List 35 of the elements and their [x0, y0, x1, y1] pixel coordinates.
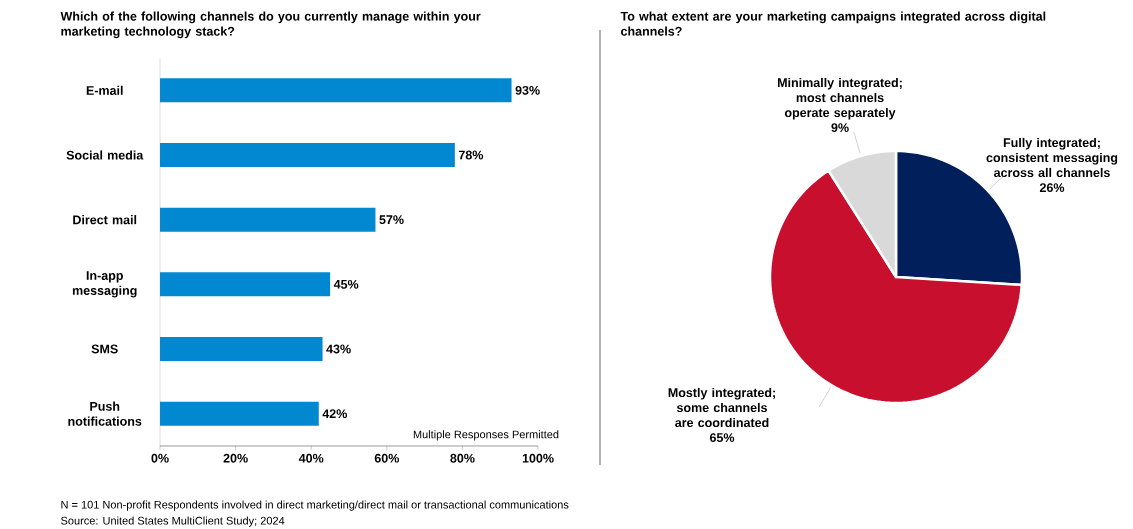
- text: N = 101 Non-profit Respondents involved in direct marketing/direct mail or transactional communications: [61, 500, 569, 511]
- bar: [160, 336, 323, 361]
- bar: [160, 272, 331, 297]
- data-label: 9%: [831, 123, 849, 133]
- y-tick-label: E-mail: [86, 85, 123, 95]
- bar: [160, 207, 376, 232]
- bar: [160, 401, 319, 426]
- x-tick-label: 20%: [223, 453, 248, 463]
- data-label: 45%: [333, 279, 359, 289]
- data-label: 43%: [326, 344, 351, 354]
- x-tick-label: 40%: [298, 453, 324, 463]
- y-tick-label: Direct mail: [73, 215, 137, 225]
- chart-title: To what extent are your marketing campaigns integrated across digital channels?: [620, 11, 1046, 36]
- data-label: 93%: [515, 85, 540, 95]
- data-label: 65%: [709, 433, 735, 443]
- y-tick-label: In-app messaging: [72, 271, 137, 298]
- data-label: 42%: [322, 409, 347, 419]
- x-tick-label: 100%: [522, 453, 554, 463]
- data-label: 57%: [379, 215, 404, 225]
- slice-label: Fully integrated; consistent messaging across all channels: [986, 137, 1118, 178]
- y-tick-label: SMS: [91, 344, 118, 354]
- x-tick-label: 80%: [450, 453, 475, 463]
- y-tick-label: Push notifications: [68, 401, 142, 426]
- annotation: Multiple Responses Permitted: [413, 430, 559, 441]
- data-label: 26%: [1039, 183, 1065, 193]
- slice-label: Mostly integrated; some channels are coordinated: [668, 387, 775, 428]
- data-label: 78%: [458, 150, 484, 160]
- y-tick-label: Social media: [66, 150, 144, 160]
- bar: [160, 143, 455, 167]
- x-tick-label: 0%: [151, 453, 169, 463]
- chart-title: Which of the following channels do you currently manage within your marketing technology stack?: [60, 11, 481, 39]
- source-note: Source: United States MultiClient Study; 2024: [61, 516, 285, 527]
- x-tick-label: 60%: [374, 453, 399, 463]
- bar: [160, 78, 512, 103]
- slice-label: Minimally integrated; most channels operate separately: [777, 77, 902, 120]
